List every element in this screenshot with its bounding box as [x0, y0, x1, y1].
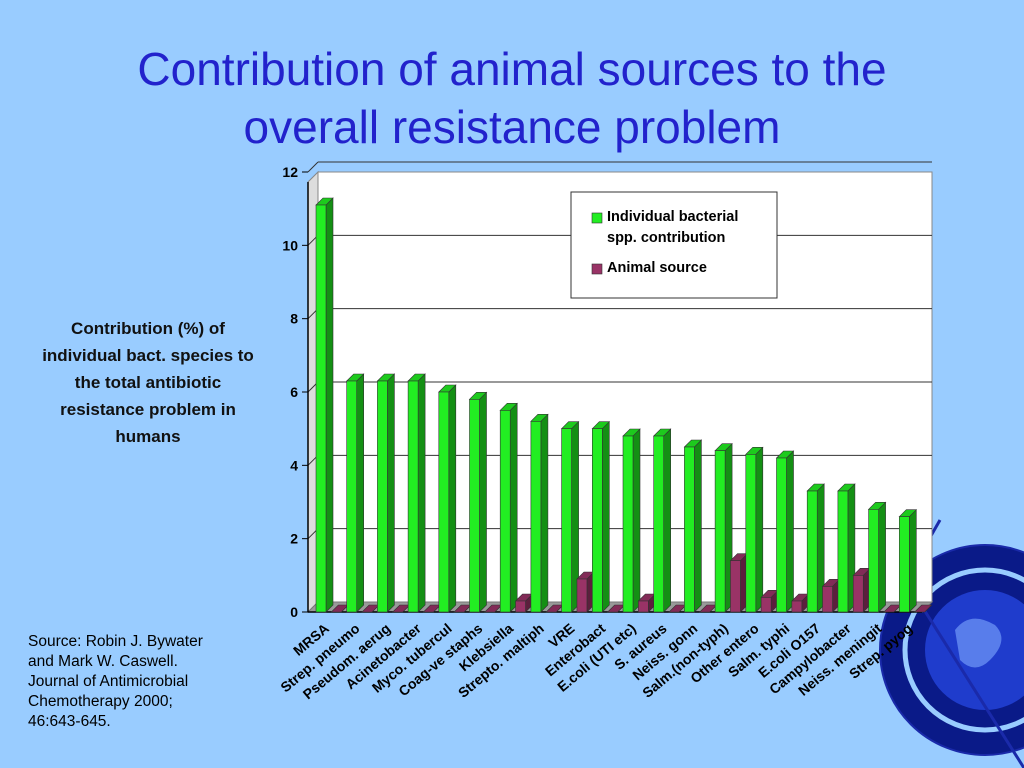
- source-citation: Source: Robin J. Bywater and Mark W. Cas…: [28, 632, 238, 732]
- bar-contribution: [714, 450, 726, 613]
- source-line: Journal of Antimicrobial: [28, 673, 189, 690]
- bar-animal-source-top: [913, 604, 933, 613]
- bar-contribution-side: [417, 373, 426, 613]
- y-tick-label: 12: [282, 164, 298, 180]
- bar-contribution: [591, 428, 603, 613]
- bar-contribution-side: [908, 508, 917, 613]
- gridline-side: [307, 161, 319, 173]
- bar-contribution: [499, 410, 511, 613]
- slide-title: Contribution of animal sources to the ov…: [40, 40, 984, 156]
- bar-contribution: [653, 435, 665, 613]
- source-line: Source: Robin J. Bywater: [28, 633, 203, 650]
- y-axis-label: Contribution (%) of individual bact. spe…: [28, 315, 268, 450]
- bar-animal-source: [760, 597, 772, 613]
- y-tick-label: 0: [290, 604, 298, 620]
- bar-contribution-side: [325, 197, 334, 613]
- bar-contribution: [377, 380, 388, 613]
- bar-animal-source: [576, 578, 588, 613]
- bar-contribution-side: [786, 450, 794, 613]
- bar-contribution: [561, 428, 572, 613]
- bar-contribution: [868, 509, 879, 613]
- y-axis-label-line: humans: [115, 427, 181, 446]
- y-tick-label: 8: [290, 311, 298, 327]
- y-axis-label-line: individual bact. species to: [42, 346, 254, 365]
- y-tick-label: 10: [282, 237, 298, 253]
- bar-contribution: [837, 490, 849, 613]
- bar-animal-source: [638, 600, 649, 613]
- bar-animal-source: [791, 600, 803, 613]
- legend-swatch: [591, 212, 603, 224]
- bar-contribution-side: [356, 373, 365, 613]
- title-line-1: Contribution of animal sources to the: [137, 43, 887, 95]
- y-axis-label-line: resistance problem in: [60, 400, 236, 419]
- bar-contribution-side: [540, 413, 549, 613]
- bar-contribution-side: [387, 373, 395, 613]
- bar-animal-source: [730, 560, 741, 613]
- bar-contribution: [684, 446, 695, 613]
- y-tick-label: 6: [290, 384, 298, 400]
- legend-box: [570, 191, 778, 299]
- bar-contribution: [806, 490, 818, 613]
- y-tick-label: 4: [290, 457, 298, 473]
- bar-contribution: [530, 421, 542, 613]
- bar-contribution: [407, 380, 419, 613]
- source-line: and Mark W. Caswell.: [28, 653, 178, 670]
- source-line: Chemotherapy 2000;: [28, 693, 173, 710]
- bar-contribution-side: [755, 446, 764, 613]
- bar-contribution-side: [878, 501, 886, 613]
- legend-label: Individual bacterial: [607, 209, 738, 225]
- bar-contribution-side: [694, 439, 702, 613]
- bar-contribution: [438, 391, 450, 613]
- bar-contribution: [898, 516, 910, 613]
- bar-contribution-side: [601, 420, 610, 613]
- legend-label: Animal source: [607, 260, 707, 276]
- bar-contribution: [745, 454, 757, 613]
- source-line: 46:643-645.: [28, 713, 111, 730]
- bar-contribution: [346, 380, 358, 613]
- bar-contribution-side: [509, 402, 518, 613]
- y-axis-label-line: the total antibiotic: [74, 373, 222, 392]
- bar-contribution: [622, 435, 634, 613]
- title-line-2: overall resistance problem: [243, 101, 781, 153]
- bar-contribution-side: [632, 428, 641, 613]
- bar-contribution: [469, 399, 480, 613]
- bar-animal-source: [515, 600, 526, 613]
- y-tick-label: 2: [290, 531, 298, 547]
- y-axis-label-line: Contribution (%) of: [71, 319, 225, 338]
- bar-contribution-side: [479, 391, 487, 613]
- bar-contribution-side: [448, 384, 457, 613]
- legend-swatch: [591, 263, 603, 275]
- bar-animal-source: [852, 575, 864, 613]
- bar-contribution: [776, 457, 787, 613]
- bar-animal-source: [822, 586, 833, 613]
- bar-contribution: [315, 204, 327, 613]
- bar-contribution-side: [663, 428, 672, 613]
- legend-label: spp. contribution: [607, 230, 725, 246]
